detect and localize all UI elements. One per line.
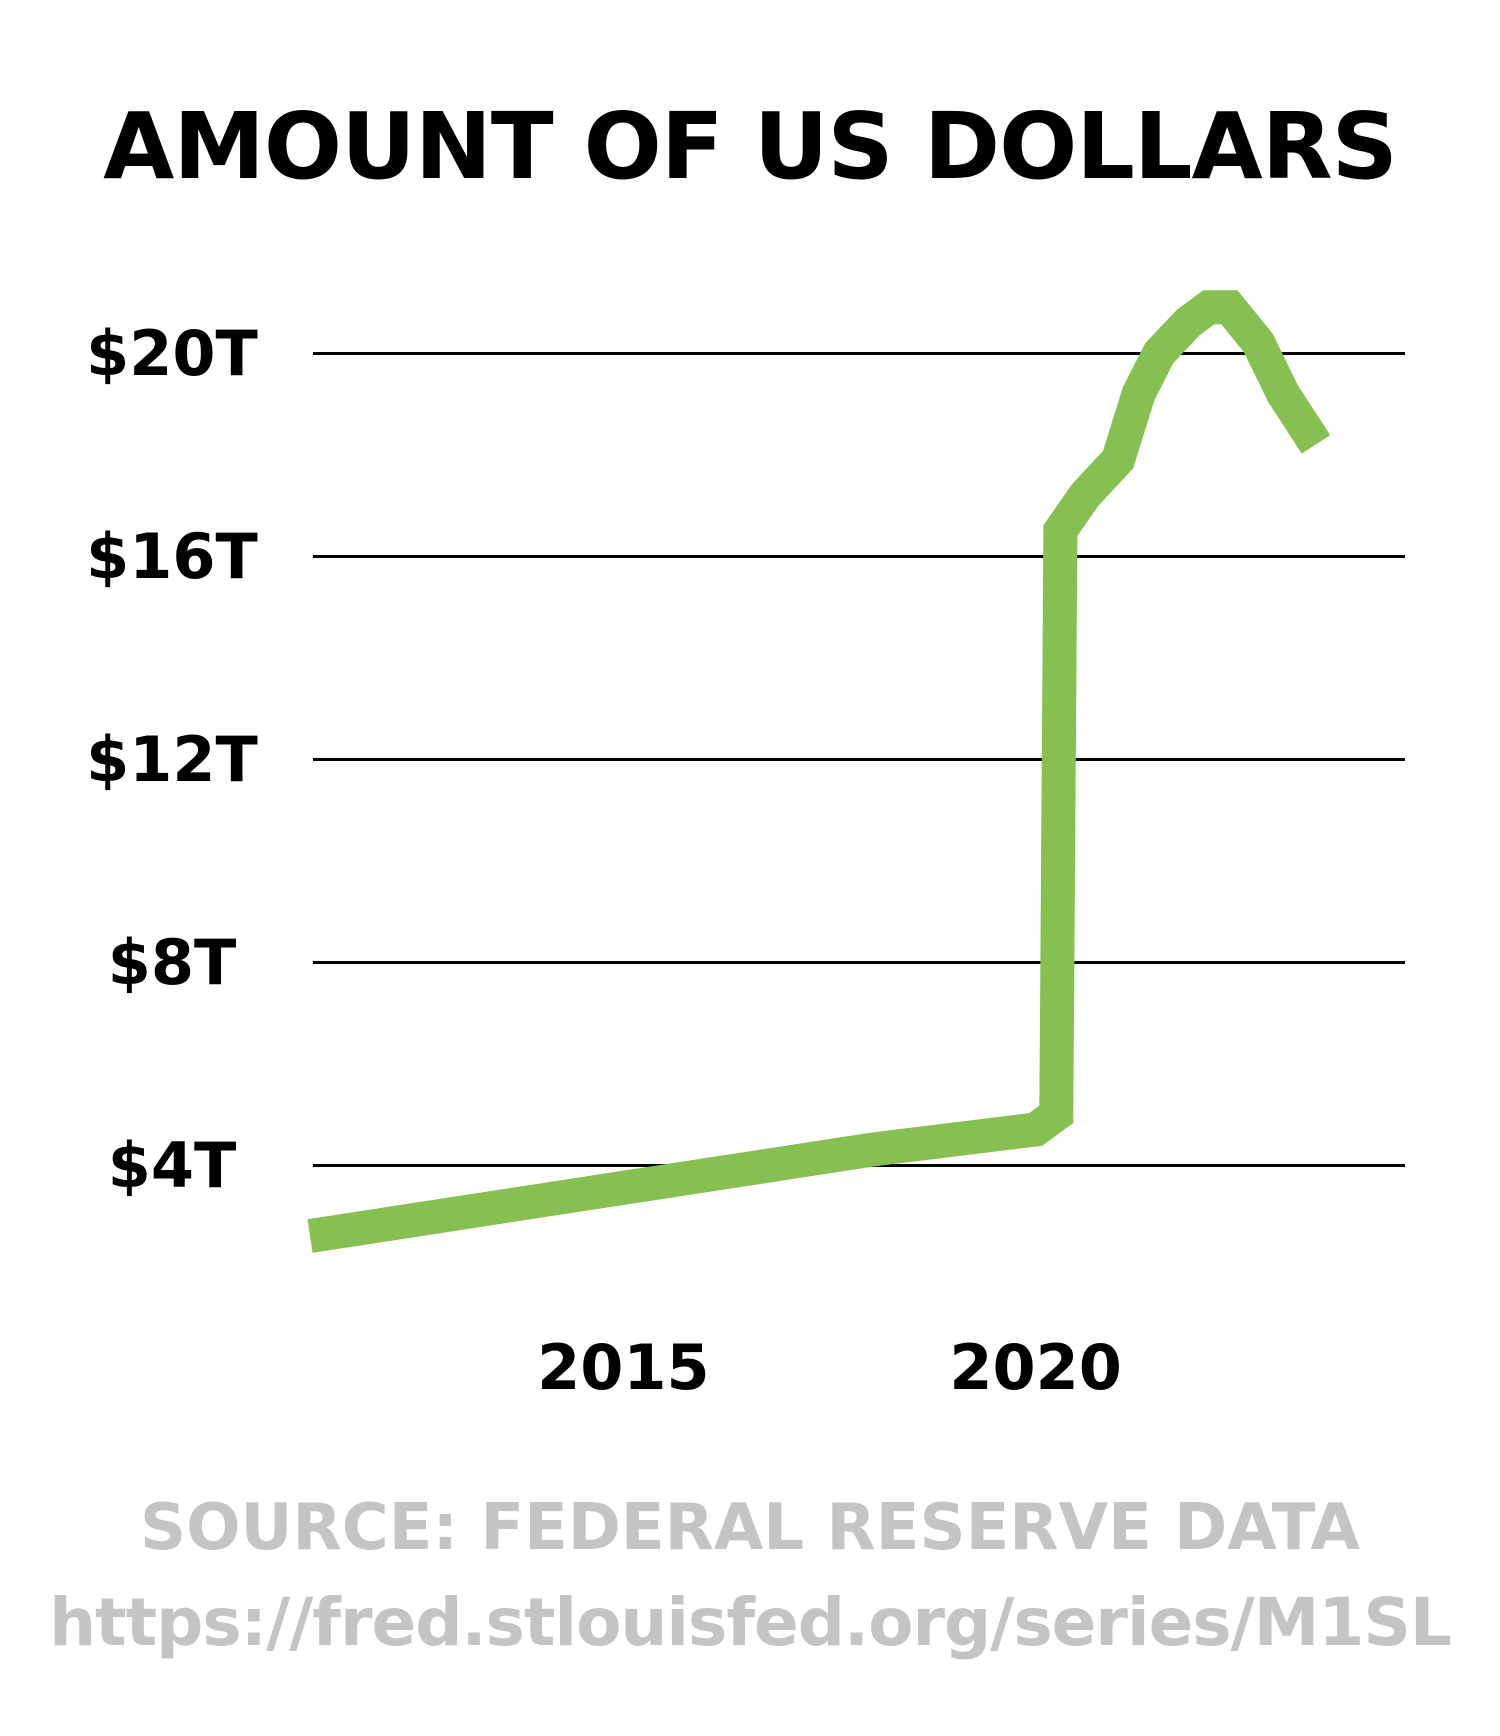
source-url: https://fred.stlouisfed.org/series/M1SL — [49, 1584, 1452, 1661]
x-tick-label: 2020 — [949, 1331, 1122, 1404]
y-tick-label: $8T — [108, 926, 237, 999]
y-axis-tick-labels: $4T $8T $12T $16T $20T — [86, 317, 258, 1202]
y-tick-label: $12T — [86, 723, 258, 796]
series-line-0 — [307, 290, 1331, 1253]
y-tick-label: $4T — [108, 1129, 237, 1202]
source-label: SOURCE: FEDERAL RESERVE DATA — [140, 1491, 1360, 1565]
x-axis-tick-labels: 2015 2020 — [537, 1331, 1122, 1404]
y-tick-label: $20T — [86, 317, 258, 390]
series-lines — [307, 290, 1331, 1253]
x-tick-label: 2015 — [537, 1331, 710, 1404]
chart-title: AMOUNT OF US DOLLARS — [103, 93, 1398, 200]
y-tick-label: $16T — [86, 520, 258, 593]
gridlines — [313, 352, 1405, 1167]
